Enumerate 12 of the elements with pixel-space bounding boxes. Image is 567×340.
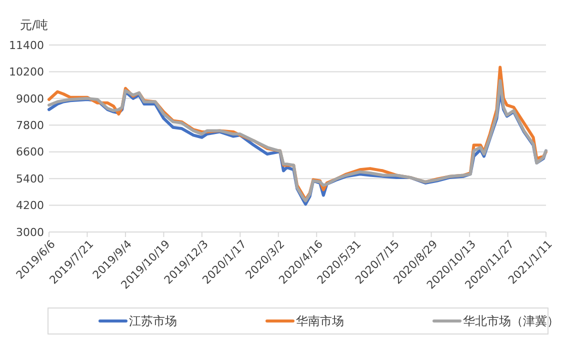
y-tick-label: 11400 <box>9 38 44 52</box>
legend-label: 江苏市场 <box>129 314 177 328</box>
y-tick-label: 10200 <box>9 66 44 79</box>
legend-label: 华北市场（津冀） <box>463 314 559 328</box>
y-tick-label: 3000 <box>16 226 44 239</box>
legend-label: 华南市场 <box>296 314 344 328</box>
y-tick-label: 6600 <box>16 146 44 159</box>
y-tick-label: 9000 <box>16 92 44 106</box>
y-axis-title: 元/吨 <box>20 18 48 32</box>
y-tick-label: 7800 <box>16 118 44 132</box>
y-tick-label: 5400 <box>16 172 44 186</box>
y-tick-label: 4200 <box>16 199 44 212</box>
